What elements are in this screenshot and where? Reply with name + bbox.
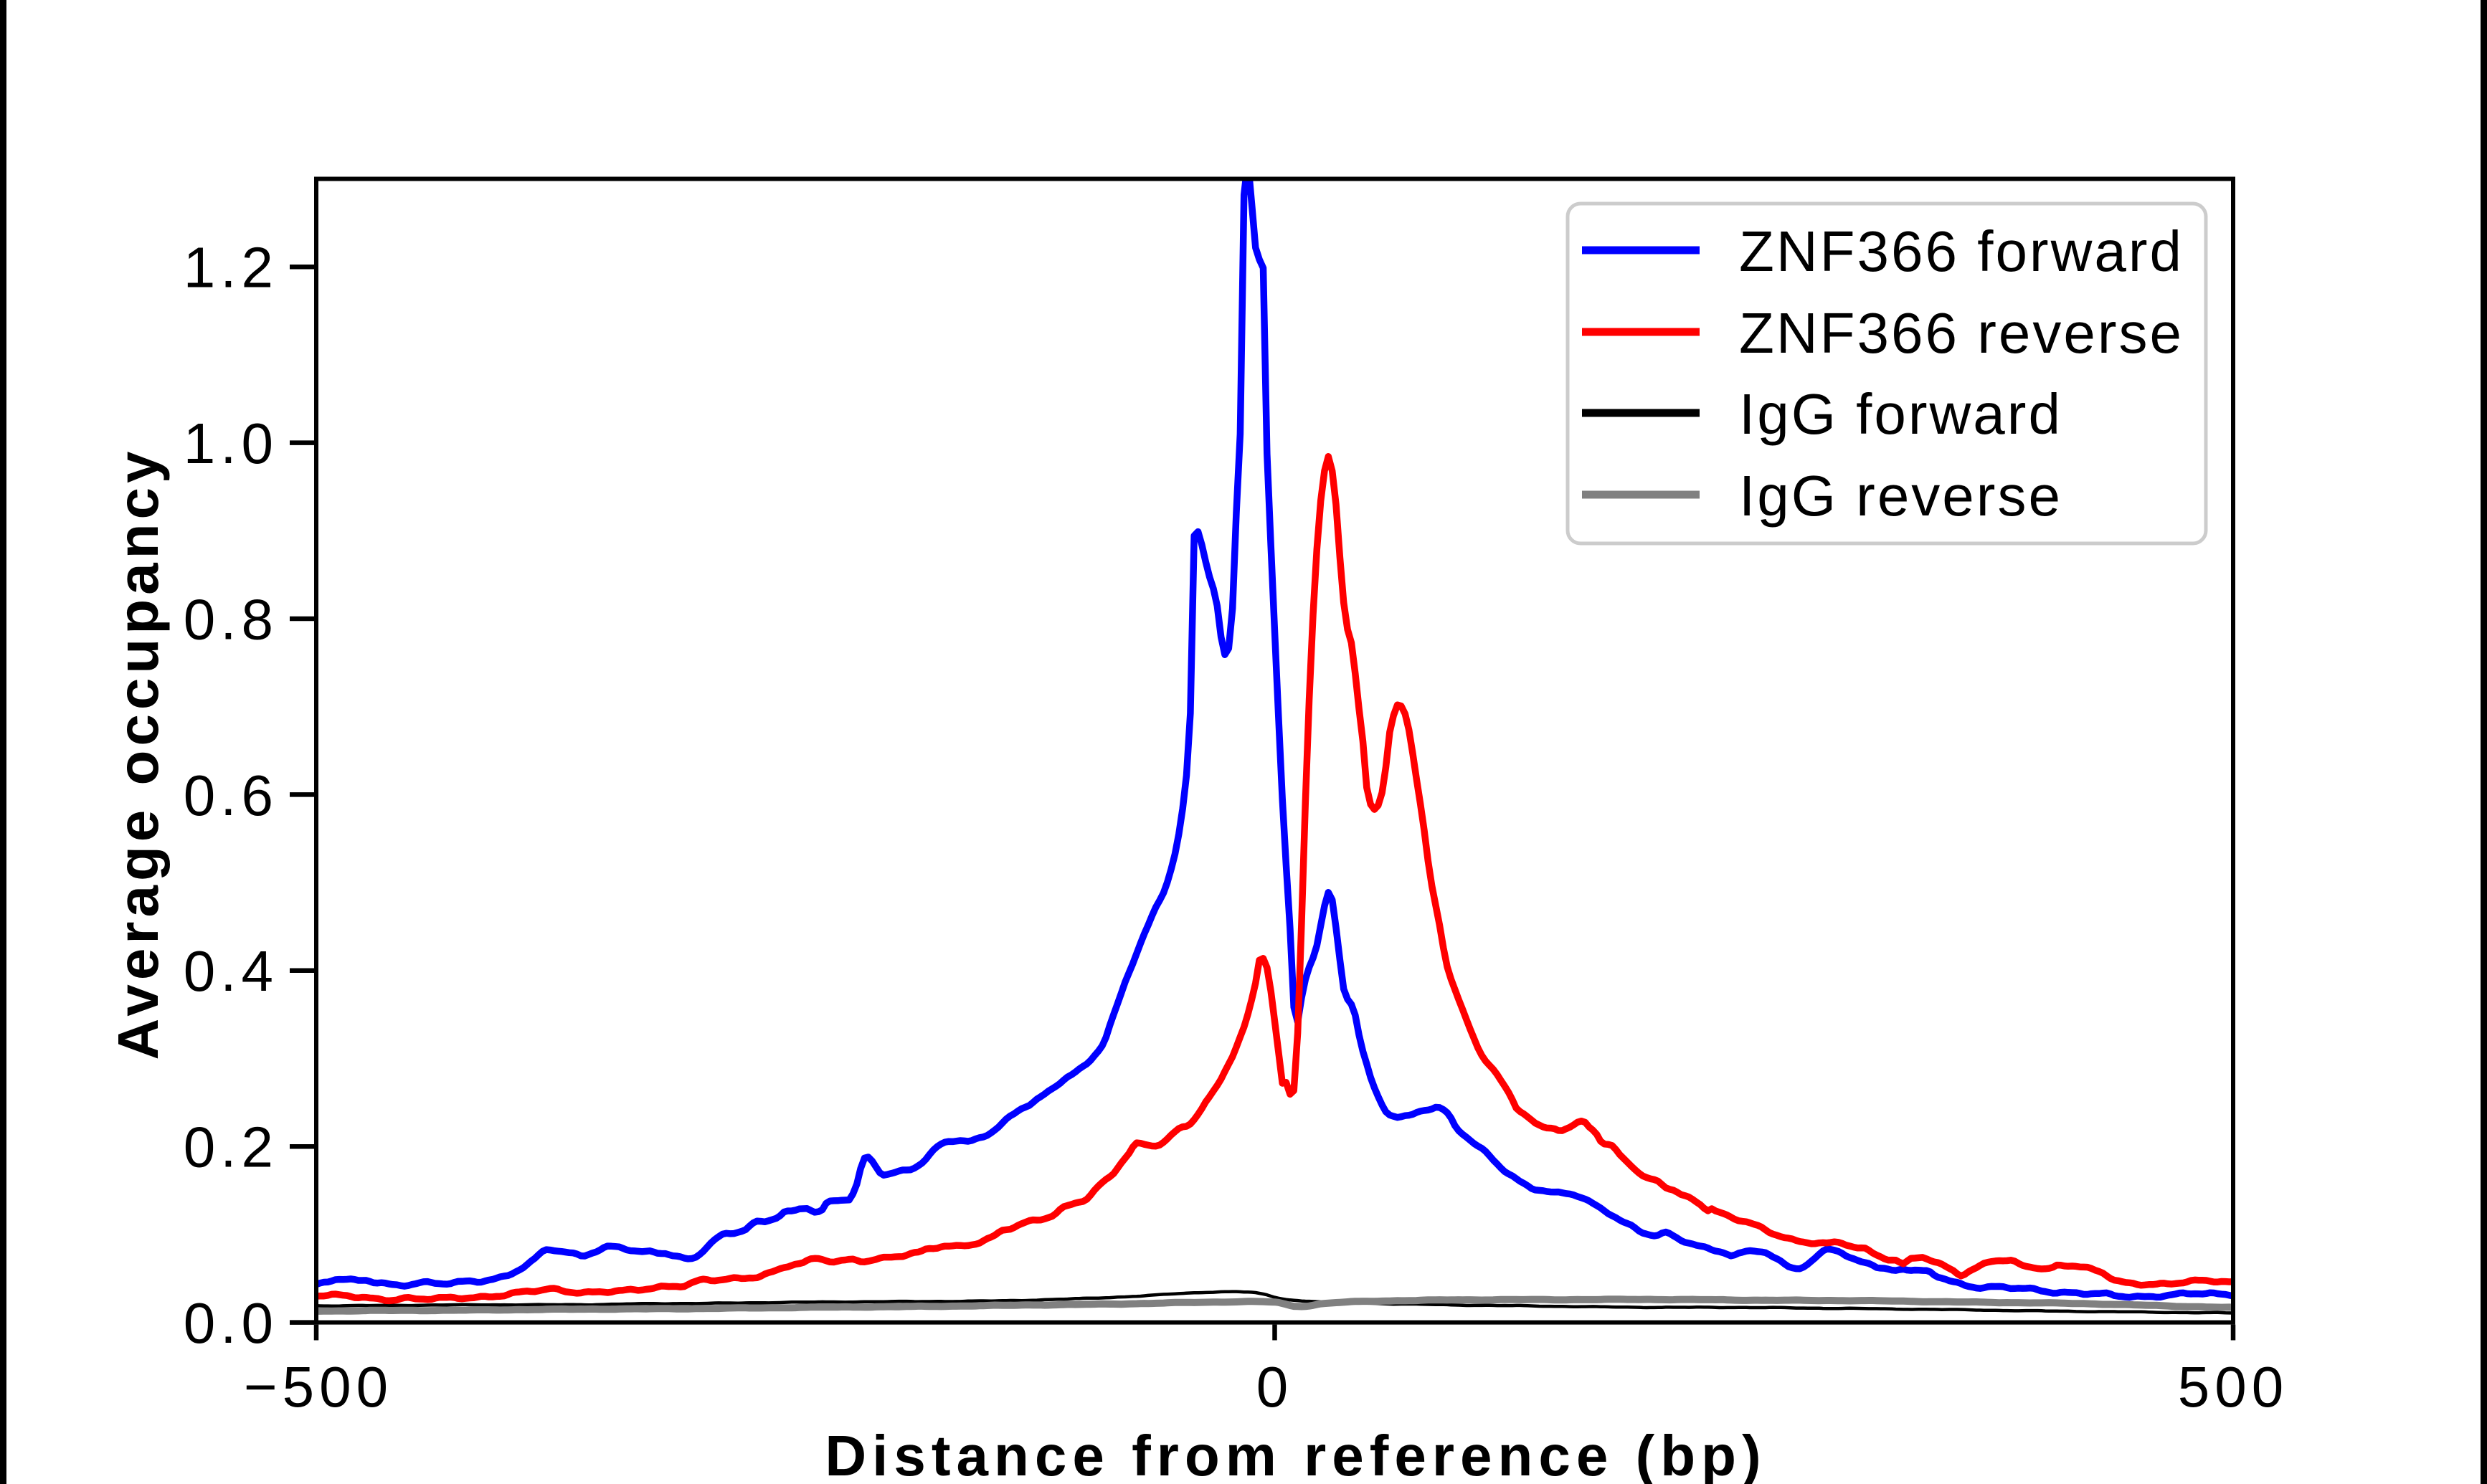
svg-text:ZNF366 forward: ZNF366 forward xyxy=(1739,219,2184,283)
svg-text:500: 500 xyxy=(2178,1355,2288,1419)
svg-text:1.2: 1.2 xyxy=(184,236,278,300)
svg-text:0.6: 0.6 xyxy=(184,764,278,827)
svg-text:IgG reverse: IgG reverse xyxy=(1739,464,2062,528)
svg-text:0.0: 0.0 xyxy=(184,1291,278,1355)
svg-text:0.8: 0.8 xyxy=(184,587,278,651)
svg-text:Distance from reference (bp): Distance from reference (bp) xyxy=(825,1424,1766,1484)
svg-text:Average occupancy: Average occupancy xyxy=(106,447,170,1060)
svg-text:IgG forward: IgG forward xyxy=(1739,382,2062,446)
svg-text:0.2: 0.2 xyxy=(184,1116,278,1179)
svg-text:1.0: 1.0 xyxy=(184,412,278,475)
svg-text:−500: −500 xyxy=(244,1355,393,1419)
svg-text:0: 0 xyxy=(1256,1355,1294,1419)
svg-text:0.4: 0.4 xyxy=(184,939,278,1003)
svg-text:ZNF366 reverse: ZNF366 reverse xyxy=(1739,301,2184,365)
